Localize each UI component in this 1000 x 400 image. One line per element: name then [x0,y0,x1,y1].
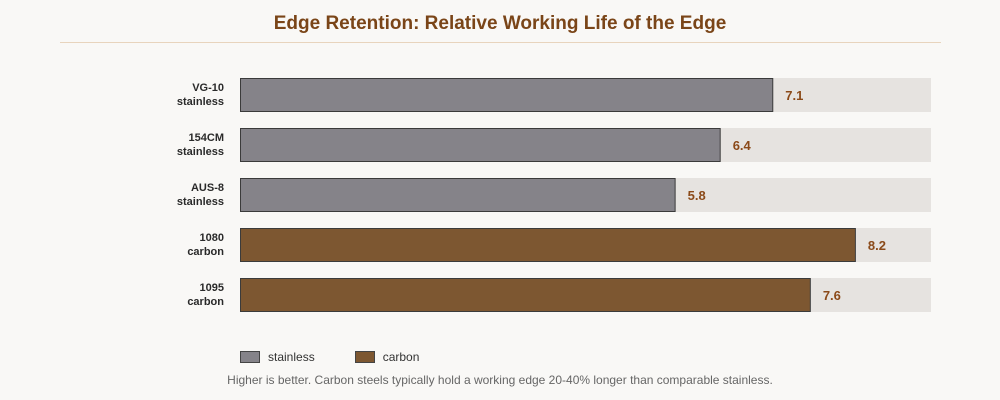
bar-154cm [240,128,721,162]
legend-item-stainless: stainless [240,350,315,364]
legend-label-carbon: carbon [382,350,420,364]
value-label-aus-8: 5.8 [688,188,706,203]
bar-1080 [240,228,856,262]
legend-swatch-stainless [240,351,260,363]
bar-aus-8 [240,178,676,212]
bar-vg-10 [240,78,774,112]
legend-label-stainless: stainless [268,350,315,364]
legend-swatch-carbon [354,351,375,363]
legend-item-carbon: carbon [354,350,420,364]
value-label-vg-10: 7.1 [785,88,803,103]
tick-label-154cm: 154CM stainless [177,132,224,158]
chart-title: Edge Retention: Relative Working Life of… [273,13,727,34]
value-label-1080: 8.2 [868,238,886,253]
bar-1095 [240,278,811,312]
tick-label-vg-10: VG-10 stainless [177,82,224,108]
tick-label-1080: 1080 carbon [187,232,224,258]
bar-chart: 7.1 VG-10 stainless 6.4 154CM stainless 5.8 AUS… [177,78,931,312]
tick-label-aus-8: AUS-8 stainless [177,182,224,208]
value-label-1095: 7.6 [823,288,841,303]
title-divider [60,42,941,43]
tick-label-1095: 1095 carbon [187,282,224,308]
value-label-154cm: 6.4 [733,138,752,153]
chart-footnote: Higher is better. Carbon steels typicall… [227,373,773,387]
legend: stainless carbon [240,350,419,364]
